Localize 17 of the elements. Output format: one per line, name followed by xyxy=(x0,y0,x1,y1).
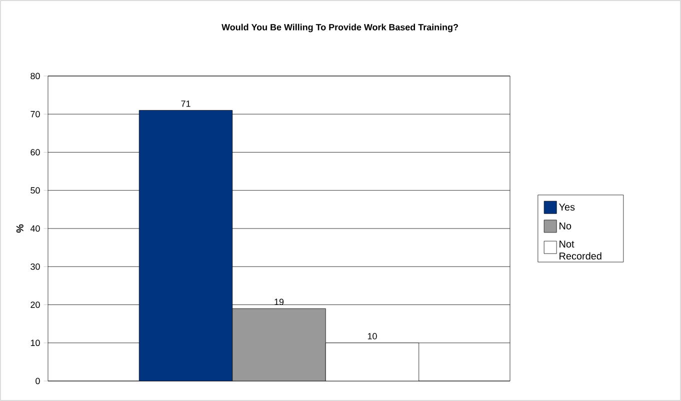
y-tick-label: 20 xyxy=(30,302,40,308)
y-axis-title: % xyxy=(16,224,24,233)
y-tick-label: 80 xyxy=(30,72,40,80)
y-tick-label: 40 xyxy=(30,225,40,232)
y-tick-label: 10 xyxy=(30,340,40,346)
legend-label: No xyxy=(560,222,572,230)
text: Not Recorded xyxy=(560,240,602,260)
chart-title: Would You Be Willing To Provide Work Based Training? xyxy=(222,24,458,32)
y-tick-label: 70 xyxy=(30,110,40,118)
y-tick-label: 0 xyxy=(36,378,40,384)
y-tick-label: 50 xyxy=(30,187,40,194)
data-label: 10 xyxy=(368,333,377,340)
data-label: 71 xyxy=(181,100,190,107)
legend-label: Yes xyxy=(558,204,575,211)
y-tick-label: 30 xyxy=(30,263,40,270)
y-tick-label: 60 xyxy=(30,149,40,156)
data-label: 19 xyxy=(274,298,284,306)
